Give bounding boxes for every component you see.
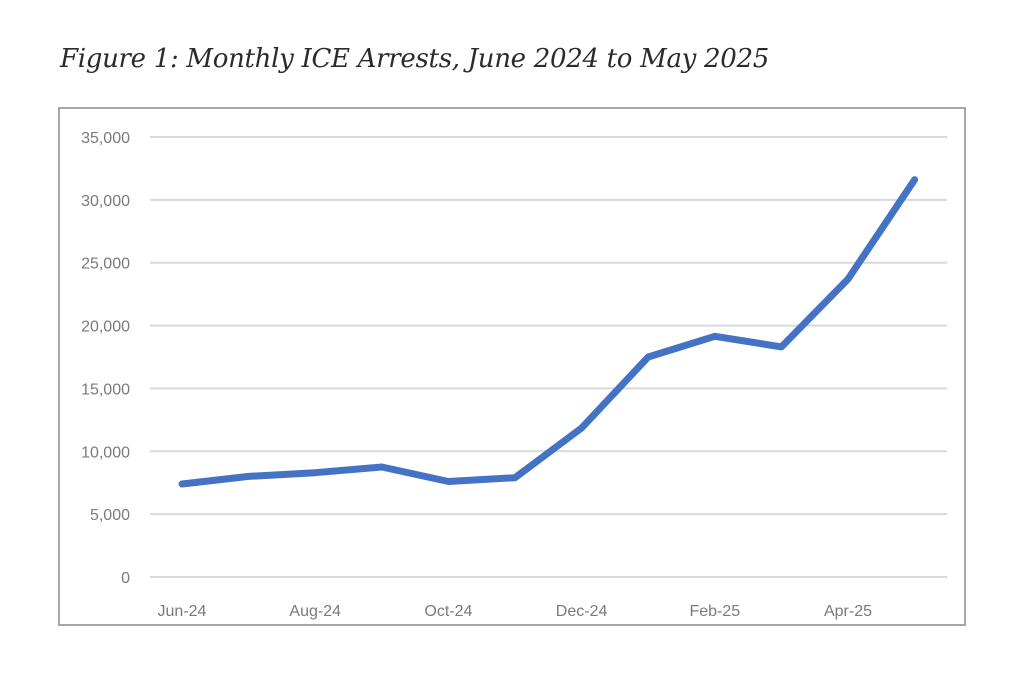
x-axis-tick-labels: Jun-24 Aug-24 Oct-24 Dec-24 Feb-25 Apr-25 bbox=[158, 603, 873, 620]
x-tick-label: Feb-25 bbox=[689, 603, 740, 620]
x-tick-label: Aug-24 bbox=[289, 603, 341, 620]
series-line bbox=[178, 176, 919, 488]
gridlines bbox=[150, 136, 947, 578]
y-tick-label: 20,000 bbox=[81, 319, 130, 336]
y-tick-label: 5,000 bbox=[90, 507, 130, 524]
y-tick-label: 25,000 bbox=[81, 256, 130, 273]
series-layer bbox=[178, 176, 919, 488]
chart-title: Figure 1: Monthly ICE Arrests, June 2024… bbox=[60, 44, 769, 74]
x-tick-label: Apr-25 bbox=[824, 603, 872, 620]
y-tick-label: 30,000 bbox=[81, 193, 130, 210]
y-axis-tick-labels: 0 5,000 10,000 15,000 20,000 25,000 30,000 35,0… bbox=[81, 130, 130, 587]
x-tick-label: Dec-24 bbox=[556, 603, 608, 620]
y-tick-label: 35,000 bbox=[81, 130, 130, 147]
y-tick-label: 15,000 bbox=[81, 381, 130, 398]
y-tick-label: 0 bbox=[121, 570, 130, 587]
y-tick-label: 10,000 bbox=[81, 444, 130, 461]
chart-frame bbox=[58, 107, 966, 626]
x-tick-label: Oct-24 bbox=[424, 603, 472, 620]
x-tick-label: Jun-24 bbox=[158, 603, 207, 620]
